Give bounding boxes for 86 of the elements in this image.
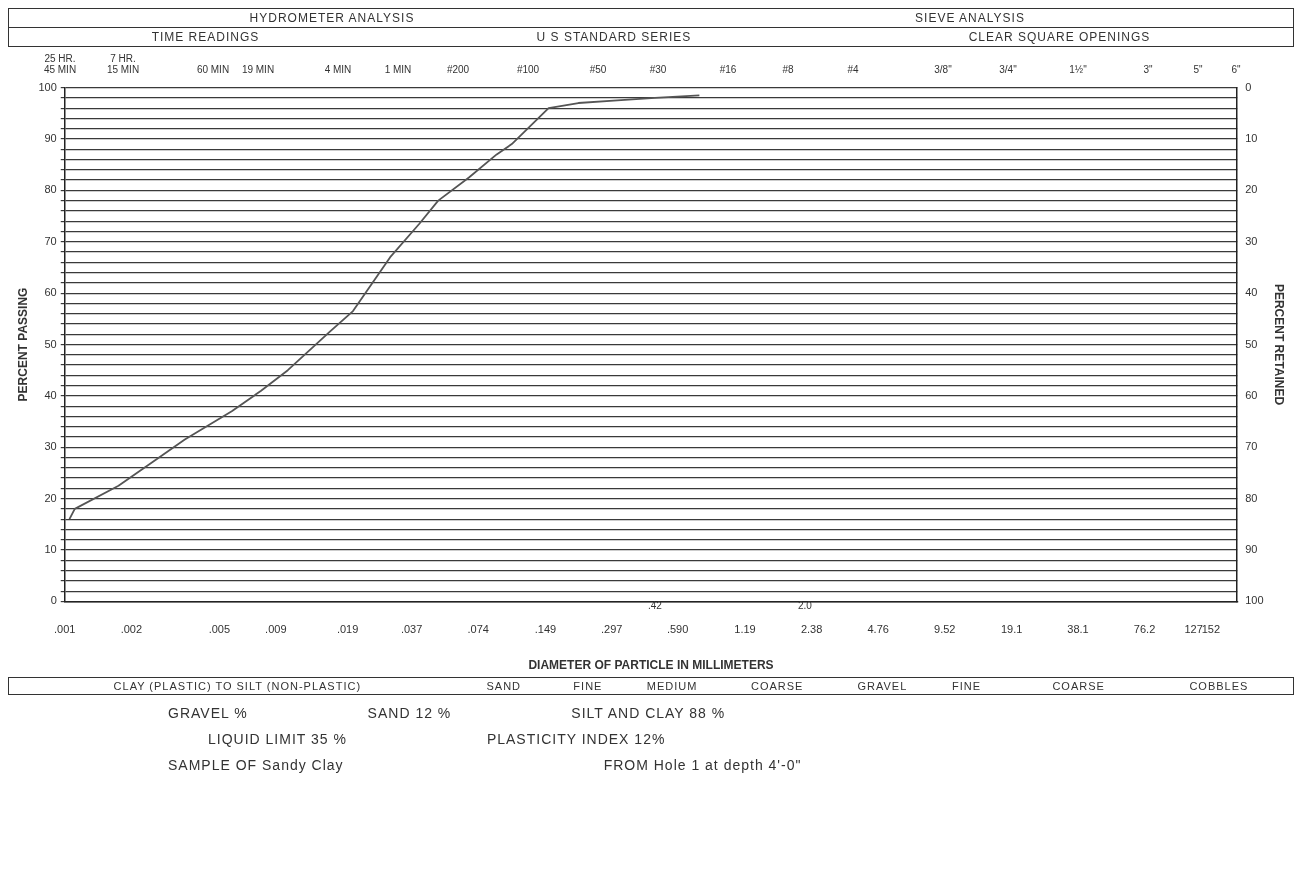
x-tick-label: 76.2 [1133, 623, 1156, 636]
text: SAND [486, 680, 522, 692]
x-tick-label: 4.76 [867, 623, 889, 636]
y-tick-label: 100 [38, 80, 57, 93]
x-tick-label: .590 [666, 623, 689, 636]
text: COARSE [750, 680, 804, 692]
x-tick-label: .019 [336, 623, 359, 636]
x-axis-title: DIAMETER OF PARTICLE IN MILLIMETERS [528, 658, 774, 673]
x-tick-label: .037 [400, 623, 423, 636]
text: 25 HR. 45 MIN [43, 53, 77, 75]
text: #30 [649, 64, 667, 75]
text: CLEAR SQUARE OPENINGS [968, 30, 1151, 44]
text: SIEVE ANALYSIS [915, 11, 1025, 25]
y2-tick-label: 90 [1245, 543, 1258, 556]
x-tick-label: 19.1 [1000, 623, 1023, 636]
text: #4 [847, 64, 859, 75]
text: TIME READINGS [151, 30, 260, 44]
text: #200 [446, 64, 470, 75]
y2-tick-label: 80 [1245, 491, 1258, 504]
y-tick-label: 80 [44, 183, 57, 196]
x-tick-label: 2.38 [800, 623, 823, 636]
annotation: 2.0 [798, 600, 812, 611]
y2-tick-label: 40 [1245, 286, 1258, 299]
text: GRAVEL % [168, 705, 248, 721]
y2-tick-label: 70 [1245, 440, 1258, 453]
y2-tick-label: 100 [1245, 594, 1264, 607]
y-axis-title: PERCENT PASSING [15, 287, 30, 402]
x-tick-label: .001 [54, 623, 76, 636]
text: 19 MIN [241, 64, 275, 75]
text: HYDROMETER ANALYSIS [249, 11, 415, 25]
y-tick-label: 70 [44, 234, 57, 247]
text: COARSE [1052, 680, 1105, 692]
y-tick-label: 30 [44, 440, 57, 453]
y-tick-label: 10 [44, 543, 57, 556]
y-tick-label: 90 [44, 132, 57, 145]
y2-axis-title: PERCENT RETAINED [1272, 283, 1287, 406]
text: CLAY (PLASTIC) TO SILT (NON-PLASTIC) [113, 680, 362, 692]
text: 7 HR. 15 MIN [106, 53, 140, 75]
x-tick-label: 38.1 [1067, 623, 1089, 636]
text: U S STANDARD SERIES [536, 30, 692, 44]
annotation: .42 [648, 600, 662, 611]
x-tick-label: 1.19 [734, 623, 756, 636]
y2-tick-label: 10 [1245, 132, 1258, 145]
text: MEDIUM [646, 680, 698, 692]
text: 1½" [1069, 64, 1087, 75]
text: FROM Hole 1 at depth 4'-0" [603, 757, 802, 773]
y2-tick-label: 50 [1245, 337, 1258, 350]
text: LIQUID LIMIT 35 % [208, 731, 347, 747]
y-tick-label: 40 [44, 388, 57, 401]
x-tick-label: .297 [600, 623, 623, 636]
y2-tick-label: 60 [1245, 388, 1258, 401]
text: SILT AND CLAY 88 % [571, 705, 726, 721]
y-tick-label: 0 [50, 594, 57, 607]
text: COBBLES [1189, 680, 1249, 692]
y-tick-label: 60 [44, 286, 57, 299]
y-tick-label: 50 [44, 337, 57, 350]
text: #8 [782, 64, 794, 75]
text: FINE [951, 680, 982, 692]
text: SAND 12 % [367, 705, 452, 721]
x-tick-label: 9.52 [934, 623, 956, 636]
text: 5" [1193, 64, 1203, 75]
text: PLASTICITY INDEX 12% [486, 731, 666, 747]
text: #100 [516, 64, 540, 75]
y2-tick-label: 20 [1245, 183, 1258, 196]
text: #16 [719, 64, 737, 75]
x-tick-label: .074 [467, 623, 489, 636]
y2-tick-label: 30 [1245, 234, 1258, 247]
text: 60 MIN [196, 64, 230, 75]
text: 1 MIN [384, 64, 412, 75]
text: GRAVEL [857, 680, 908, 692]
text: FINE [573, 680, 603, 692]
y2-tick-label: 0 [1245, 80, 1252, 93]
text: SAMPLE OF Sandy Clay [168, 757, 344, 773]
text: 3/8" [934, 64, 952, 75]
x-tick-label: .149 [534, 623, 557, 636]
text: 6" [1231, 64, 1241, 75]
text: #50 [589, 64, 607, 75]
x-tick-label: .005 [208, 623, 231, 636]
x-tick-label: .009 [265, 623, 287, 636]
y-tick-label: 20 [44, 491, 57, 504]
x-tick-label: 127 [1184, 623, 1203, 636]
text: 3/4" [999, 64, 1017, 75]
x-tick-label: .002 [120, 623, 143, 636]
x-tick-label: 152 [1201, 623, 1221, 636]
text: 4 MIN [324, 64, 352, 75]
text: 3" [1143, 64, 1153, 75]
